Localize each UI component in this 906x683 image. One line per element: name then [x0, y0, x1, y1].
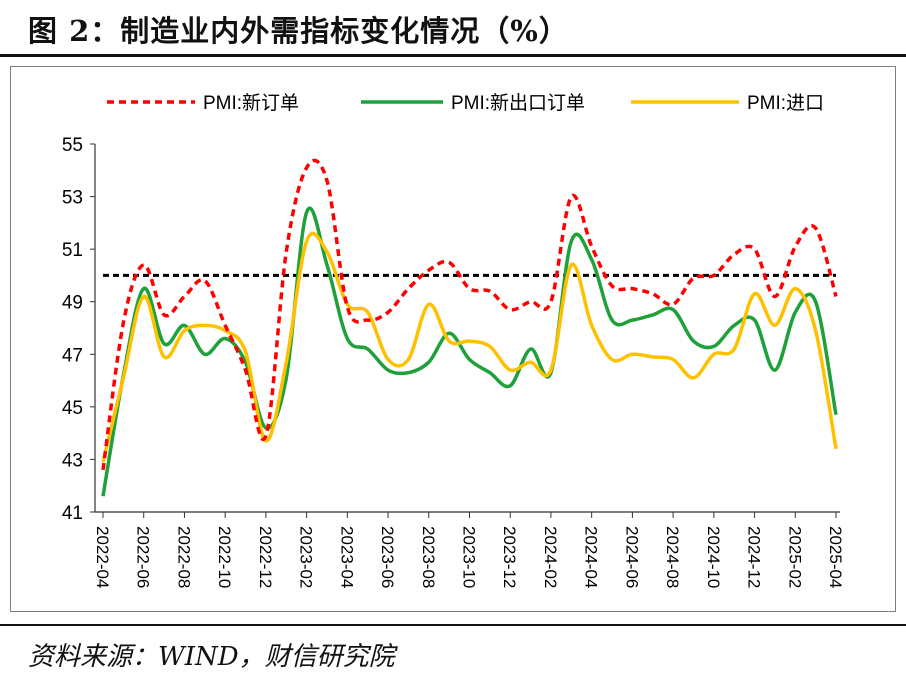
y-tick-label: 41 — [62, 503, 83, 524]
series-line-1 — [101, 206, 838, 497]
x-tick-label: 2024-02 — [541, 526, 560, 588]
x-tick-label: 2023-02 — [297, 526, 316, 588]
x-tick-label: 2022-04 — [93, 526, 112, 588]
x-tick-label: 2022-10 — [215, 526, 234, 588]
line-chart: 41 43 45 47 49 51 53 55 2022-04 2022-06 2022-08 202… — [62, 92, 845, 588]
y-tick-label: 51 — [62, 240, 83, 261]
x-tick-label: 2022-06 — [134, 526, 153, 588]
x-tick-label: 2023-06 — [378, 526, 397, 588]
legend-label-2: PMI:进口 — [747, 92, 824, 114]
source-note: 资料来源：WIND，财信研究院 — [28, 642, 395, 672]
source-divider — [0, 624, 906, 626]
x-tick-label: 2025-04 — [826, 526, 845, 588]
x-tick-label: 2024-10 — [704, 526, 723, 588]
legend-label-0: PMI:新订单 — [203, 92, 299, 114]
x-tick-label: 2024-04 — [582, 526, 601, 588]
y-tick-label: 55 — [62, 135, 83, 156]
legend: PMI:新订单 PMI:新出口订单 PMI:进口 — [107, 92, 824, 114]
x-tick-label: 2022-08 — [174, 526, 193, 588]
x-tick-label: 2025-02 — [785, 526, 804, 588]
chart-frame: 41 43 45 47 49 51 53 55 2022-04 2022-06 2022-08 202… — [10, 66, 896, 612]
x-tick-label: 2023-08 — [419, 526, 438, 588]
y-tick-label: 45 — [62, 398, 83, 419]
y-tick-label: 53 — [62, 188, 83, 209]
x-tick-label: 2024-06 — [622, 526, 641, 588]
x-tick-label: 2023-12 — [500, 526, 519, 588]
series-group — [101, 158, 838, 497]
axes-group: 41 43 45 47 49 51 53 55 2022-04 2022-06 2022-08 202… — [62, 135, 845, 588]
series-line-0 — [101, 158, 838, 471]
series-line-2 — [101, 231, 838, 463]
x-tick-label: 2023-10 — [460, 526, 479, 588]
y-tick-label: 47 — [62, 345, 83, 366]
x-tick-label: 2024-08 — [663, 526, 682, 588]
y-tick-label: 43 — [62, 450, 83, 471]
x-tick-label: 2023-04 — [337, 526, 356, 588]
legend-label-1: PMI:新出口订单 — [451, 92, 585, 114]
x-tick-label: 2022-12 — [256, 526, 275, 588]
y-tick-label: 49 — [62, 293, 83, 314]
x-tick-label: 2024-12 — [745, 526, 764, 588]
y-axis-tick-marks — [90, 143, 95, 513]
figure-title: 图 2：制造业内外需指标变化情况（%） — [28, 14, 569, 48]
title-divider — [0, 54, 906, 57]
